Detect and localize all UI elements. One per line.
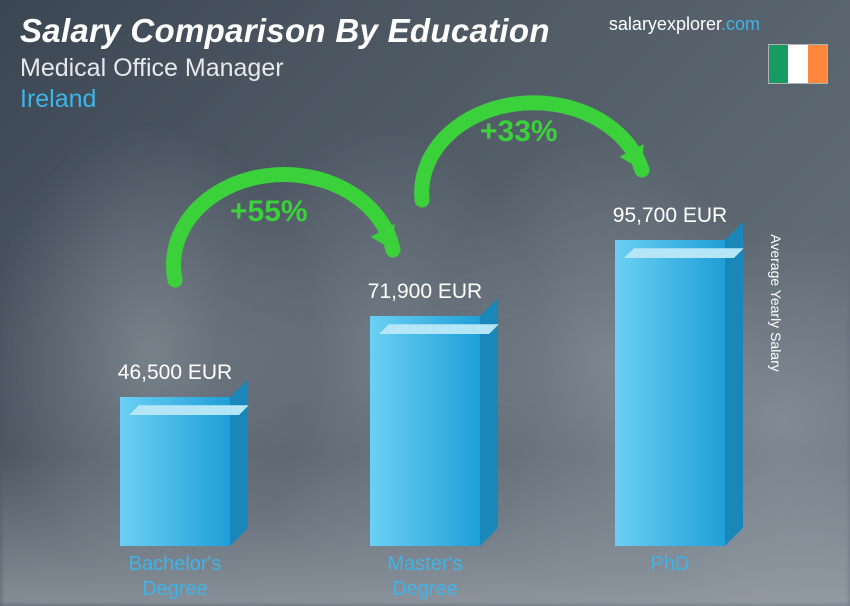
bar-group: 95,700 EUR: [600, 204, 740, 546]
flag-stripe: [808, 45, 827, 83]
bar-side: [725, 222, 743, 546]
bar-3d: [120, 397, 230, 546]
chart-country: Ireland: [20, 85, 830, 114]
bar-top: [129, 405, 249, 415]
bar-3d: [370, 316, 480, 546]
bar-side: [230, 379, 248, 546]
bar-side: [480, 298, 498, 546]
category-label: Master'sDegree: [335, 552, 515, 602]
chart-subtitle: Medical Office Manager: [20, 54, 830, 83]
bar-top: [624, 248, 744, 258]
bar-group: 71,900 EUR: [355, 280, 495, 546]
y-axis-label: Average Yearly Salary: [767, 234, 783, 372]
bar-top: [379, 324, 499, 334]
increase-percent-label: +33%: [480, 115, 558, 149]
category-label: Bachelor'sDegree: [85, 552, 265, 602]
brand-label: salaryexplorer.com: [609, 14, 760, 35]
brand-name: salaryexplorer: [609, 14, 721, 34]
bar-front: [120, 397, 230, 546]
flag-stripe: [788, 45, 807, 83]
bar-value-label: 46,500 EUR: [118, 361, 232, 385]
category-label: PhD: [580, 552, 760, 577]
bar-group: 46,500 EUR: [105, 361, 245, 546]
flag-stripe: [769, 45, 788, 83]
brand-domain: .com: [721, 14, 760, 34]
flag-ireland-icon: [768, 44, 828, 84]
bar-front: [370, 316, 480, 546]
bar-3d: [615, 240, 725, 546]
bar-front: [615, 240, 725, 546]
increase-percent-label: +55%: [230, 195, 308, 229]
